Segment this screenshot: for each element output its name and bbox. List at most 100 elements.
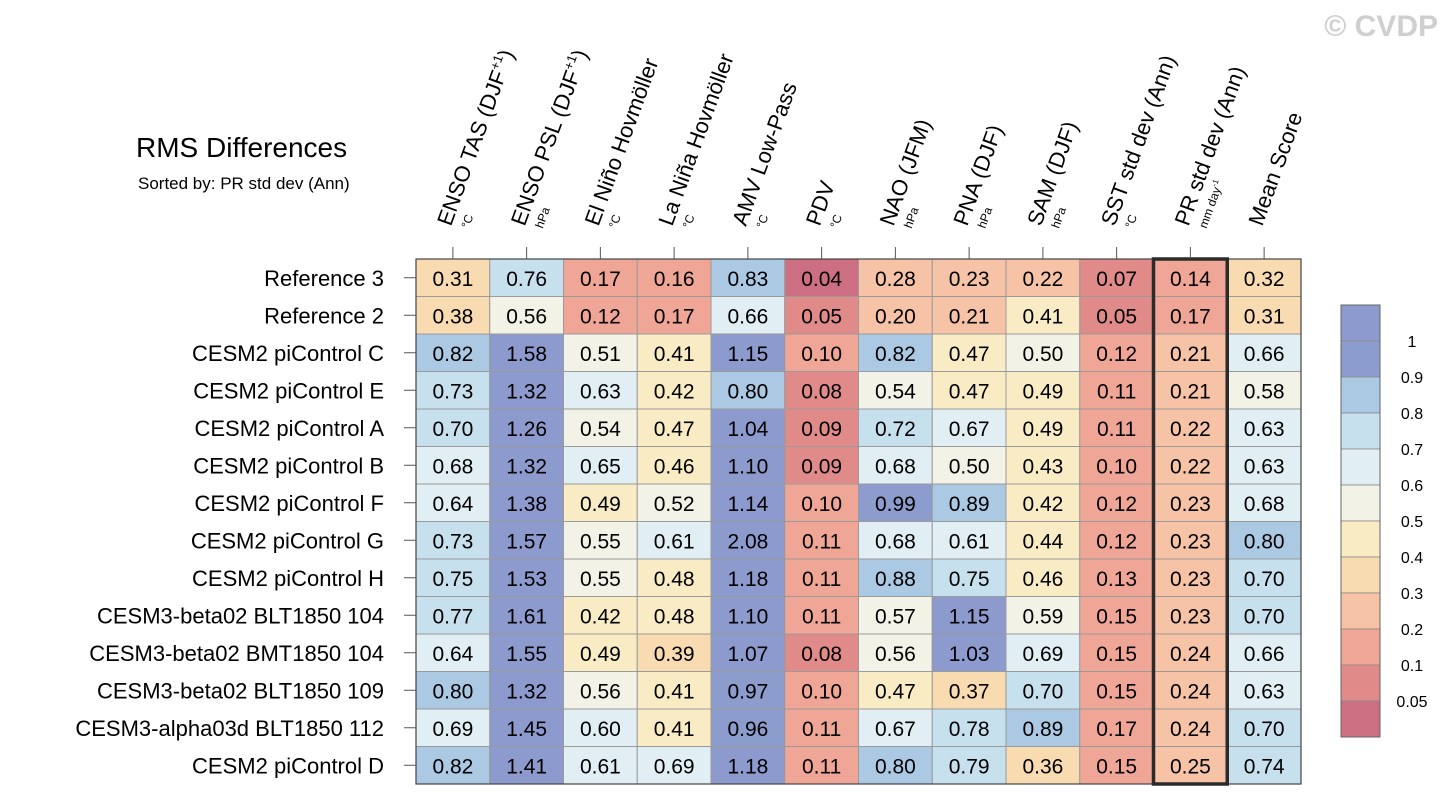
cell-value: 0.11 — [1097, 418, 1136, 441]
colorbar-segment — [1340, 412, 1381, 450]
grid-border — [415, 258, 1302, 785]
column-label: PNA (DJF) — [948, 121, 1007, 228]
colorbar-label: 0.5 — [1401, 514, 1423, 531]
cell-value: 0.08 — [801, 380, 842, 403]
cell-value: 0.31 — [432, 268, 473, 291]
column-unit: °C — [1122, 212, 1140, 230]
heatmap-cell — [710, 708, 786, 747]
cell-value: 0.72 — [875, 418, 916, 441]
colorbar-segment — [1340, 448, 1381, 486]
cell-value: 0.05 — [1096, 305, 1137, 328]
heatmap-cell — [858, 446, 933, 485]
heatmap-cell — [563, 333, 638, 372]
heatmap-cell — [931, 446, 1007, 485]
heatmap-cell — [415, 258, 491, 297]
cell-value: 0.10 — [801, 680, 842, 703]
cell-value: 2.08 — [727, 530, 768, 553]
heatmap-cell — [1153, 296, 1228, 335]
cell-value: 0.23 — [949, 268, 990, 291]
cell-value: 1.45 — [506, 718, 547, 741]
heatmap-cell — [636, 296, 712, 335]
cell-value: 0.16 — [654, 268, 695, 291]
cell-value: 0.55 — [580, 568, 621, 591]
cell-value: 0.08 — [801, 643, 842, 666]
cell-value: 1.10 — [727, 605, 768, 628]
cell-value: 0.66 — [1244, 643, 1285, 666]
cell-value: 0.64 — [432, 643, 473, 666]
cell-value: 0.61 — [949, 530, 990, 553]
heatmap-cell — [710, 296, 786, 335]
cell-value: 1.15 — [949, 605, 990, 628]
column-unit: °C — [680, 212, 698, 230]
cell-value: 0.41 — [1022, 305, 1063, 328]
heatmap-cell — [489, 558, 564, 597]
heatmap-cell — [489, 296, 564, 335]
colorbar-segment — [1340, 304, 1381, 342]
column-unit: hPa — [901, 205, 922, 230]
heatmap-cell — [1153, 408, 1228, 447]
column-unit: °C — [827, 212, 845, 230]
column-label: Mean Score — [1243, 109, 1307, 229]
heatmap-cell — [1153, 633, 1228, 672]
cell-value: 0.75 — [432, 568, 473, 591]
heatmap-cell — [563, 671, 638, 710]
cell-value: 0.77 — [432, 605, 473, 628]
cell-value: 0.17 — [1096, 718, 1137, 741]
cell-value: 0.80 — [1244, 530, 1285, 553]
heatmap-cell — [1226, 633, 1302, 672]
cell-value: 1.18 — [727, 568, 768, 591]
cell-value: 0.56 — [506, 305, 547, 328]
heatmap-cell — [710, 408, 786, 447]
colorbar-segment — [1340, 556, 1381, 594]
cell-value: 0.39 — [654, 643, 695, 666]
cell-value: 0.70 — [1244, 718, 1285, 741]
cell-value: 0.88 — [875, 568, 916, 591]
heatmap-cell — [563, 558, 638, 597]
heatmap-cell — [784, 371, 859, 410]
heatmap-cell — [1226, 446, 1302, 485]
heatmap-cell — [1079, 371, 1154, 410]
column-label: La Niña Hovmöller — [653, 50, 738, 229]
heatmap-cell — [1079, 296, 1154, 335]
cell-value: 1.57 — [506, 530, 547, 553]
heatmap-cell — [710, 596, 786, 635]
heatmap-cell — [858, 483, 933, 522]
colorbar-label: 0.6 — [1401, 478, 1423, 495]
cell-value: 0.11 — [802, 755, 841, 778]
cell-value: 1.32 — [506, 380, 547, 403]
colorbar-segment — [1340, 592, 1381, 630]
watermark: © CVDP — [1324, 10, 1438, 43]
cell-value: 0.17 — [654, 305, 695, 328]
heatmap-cell — [858, 671, 933, 710]
colorbar-segment — [1340, 628, 1381, 666]
cell-value: 0.47 — [875, 680, 916, 703]
heatmap-cell — [1079, 671, 1154, 710]
cell-value: 0.37 — [949, 680, 990, 703]
heatmap-cell — [858, 371, 933, 410]
colorbar-label: 0.2 — [1401, 622, 1423, 639]
cell-value: 1.26 — [506, 418, 547, 441]
heatmap-cell — [636, 596, 712, 635]
cell-value: 0.69 — [654, 755, 695, 778]
heatmap-cell — [489, 483, 564, 522]
cell-value: 0.47 — [949, 343, 990, 366]
cell-value: 0.15 — [1096, 680, 1137, 703]
cell-value: 0.10 — [801, 493, 842, 516]
cell-value: 0.38 — [432, 305, 473, 328]
colorbar-label: 0.7 — [1401, 442, 1423, 459]
column-unit: °C — [459, 212, 477, 230]
heatmap-cell — [1079, 446, 1154, 485]
row-label: CESM3-beta02 BLT1850 109 — [97, 678, 384, 703]
cell-value: 0.82 — [432, 343, 473, 366]
cell-value: 0.66 — [1244, 343, 1285, 366]
heatmap-cell — [1226, 333, 1302, 372]
cell-value: 0.41 — [654, 343, 695, 366]
heatmap-cell — [1079, 483, 1154, 522]
heatmap-cell — [1226, 708, 1302, 747]
cell-value: 0.21 — [1170, 343, 1211, 366]
heatmap-values: 0.31 0.76 0.17 0.16 0.83 0.04 0.28 0.23 0.22 0.07… — [432, 257, 1285, 786]
colorbar-label: 0.3 — [1401, 586, 1423, 603]
cell-value: 0.73 — [432, 530, 473, 553]
heatmap-cell — [489, 596, 564, 635]
